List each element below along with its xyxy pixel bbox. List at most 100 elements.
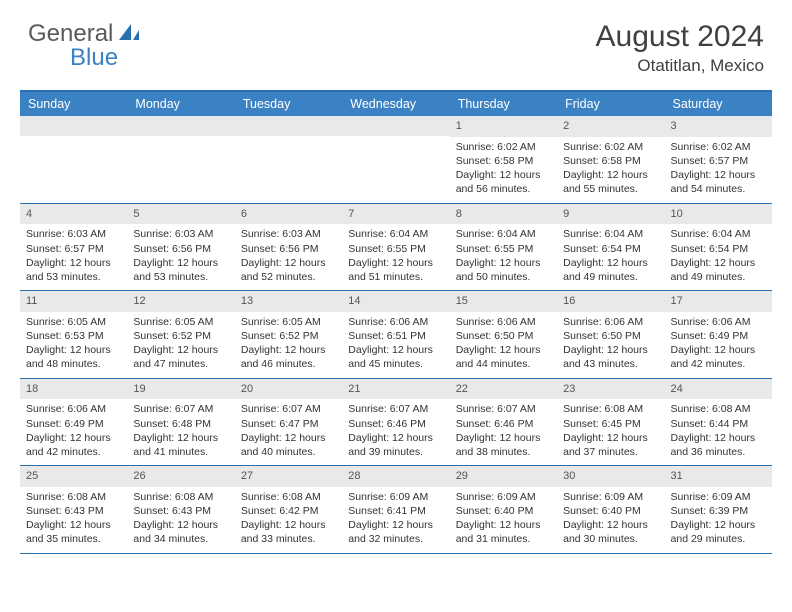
day-number: 12 [127, 291, 234, 312]
daylight-line: Daylight: 12 hours and 31 minutes. [456, 518, 551, 546]
sunrise-line: Sunrise: 6:02 AM [671, 140, 766, 154]
day-number: 18 [20, 379, 127, 400]
empty-day-number [235, 116, 342, 136]
daylight-line: Daylight: 12 hours and 46 minutes. [241, 343, 336, 371]
daylight-line: Daylight: 12 hours and 49 minutes. [671, 256, 766, 284]
daylight-line: Daylight: 12 hours and 53 minutes. [26, 256, 121, 284]
sunset-line: Sunset: 6:52 PM [133, 329, 228, 343]
day-body: Sunrise: 6:07 AMSunset: 6:47 PMDaylight:… [235, 399, 342, 465]
day-number: 8 [450, 204, 557, 225]
weekday-header: Wednesday [342, 92, 449, 116]
weekday-header: Thursday [450, 92, 557, 116]
day-cell: 15Sunrise: 6:06 AMSunset: 6:50 PMDayligh… [450, 291, 557, 378]
day-body: Sunrise: 6:07 AMSunset: 6:48 PMDaylight:… [127, 399, 234, 465]
day-body: Sunrise: 6:06 AMSunset: 6:50 PMDaylight:… [557, 312, 664, 378]
daylight-line: Daylight: 12 hours and 51 minutes. [348, 256, 443, 284]
day-number: 17 [665, 291, 772, 312]
day-cell: 23Sunrise: 6:08 AMSunset: 6:45 PMDayligh… [557, 379, 664, 466]
day-body: Sunrise: 6:08 AMSunset: 6:43 PMDaylight:… [127, 487, 234, 553]
day-cell: 5Sunrise: 6:03 AMSunset: 6:56 PMDaylight… [127, 204, 234, 291]
daylight-line: Daylight: 12 hours and 42 minutes. [26, 431, 121, 459]
sunrise-line: Sunrise: 6:07 AM [241, 402, 336, 416]
day-body: Sunrise: 6:06 AMSunset: 6:50 PMDaylight:… [450, 312, 557, 378]
day-number: 30 [557, 466, 664, 487]
day-cell: 28Sunrise: 6:09 AMSunset: 6:41 PMDayligh… [342, 466, 449, 553]
daylight-line: Daylight: 12 hours and 36 minutes. [671, 431, 766, 459]
day-cell: 21Sunrise: 6:07 AMSunset: 6:46 PMDayligh… [342, 379, 449, 466]
calendar: SundayMondayTuesdayWednesdayThursdayFrid… [20, 90, 772, 554]
sunrise-line: Sunrise: 6:08 AM [26, 490, 121, 504]
sunrise-line: Sunrise: 6:09 AM [348, 490, 443, 504]
sunrise-line: Sunrise: 6:07 AM [456, 402, 551, 416]
day-body: Sunrise: 6:06 AMSunset: 6:51 PMDaylight:… [342, 312, 449, 378]
day-cell: 18Sunrise: 6:06 AMSunset: 6:49 PMDayligh… [20, 379, 127, 466]
daylight-line: Daylight: 12 hours and 35 minutes. [26, 518, 121, 546]
day-body: Sunrise: 6:02 AMSunset: 6:58 PMDaylight:… [450, 137, 557, 203]
day-cell: 27Sunrise: 6:08 AMSunset: 6:42 PMDayligh… [235, 466, 342, 553]
day-body: Sunrise: 6:08 AMSunset: 6:42 PMDaylight:… [235, 487, 342, 553]
header: General Blue August 2024 Otatitlan, Mexi… [0, 0, 792, 84]
sunset-line: Sunset: 6:58 PM [563, 154, 658, 168]
sunrise-line: Sunrise: 6:07 AM [133, 402, 228, 416]
day-body: Sunrise: 6:03 AMSunset: 6:57 PMDaylight:… [20, 224, 127, 290]
day-body: Sunrise: 6:03 AMSunset: 6:56 PMDaylight:… [127, 224, 234, 290]
sunrise-line: Sunrise: 6:04 AM [456, 227, 551, 241]
day-cell: 20Sunrise: 6:07 AMSunset: 6:47 PMDayligh… [235, 379, 342, 466]
day-body: Sunrise: 6:08 AMSunset: 6:43 PMDaylight:… [20, 487, 127, 553]
day-number: 22 [450, 379, 557, 400]
week-row: 11Sunrise: 6:05 AMSunset: 6:53 PMDayligh… [20, 291, 772, 379]
daylight-line: Daylight: 12 hours and 52 minutes. [241, 256, 336, 284]
day-number: 14 [342, 291, 449, 312]
sunrise-line: Sunrise: 6:04 AM [348, 227, 443, 241]
month-title: August 2024 [596, 20, 764, 54]
location: Otatitlan, Mexico [596, 56, 764, 76]
day-cell: 3Sunrise: 6:02 AMSunset: 6:57 PMDaylight… [665, 116, 772, 203]
day-body: Sunrise: 6:07 AMSunset: 6:46 PMDaylight:… [450, 399, 557, 465]
day-cell: 13Sunrise: 6:05 AMSunset: 6:52 PMDayligh… [235, 291, 342, 378]
sunrise-line: Sunrise: 6:06 AM [456, 315, 551, 329]
daylight-line: Daylight: 12 hours and 48 minutes. [26, 343, 121, 371]
sunset-line: Sunset: 6:40 PM [456, 504, 551, 518]
daylight-line: Daylight: 12 hours and 37 minutes. [563, 431, 658, 459]
weekday-header: Sunday [20, 92, 127, 116]
sunrise-line: Sunrise: 6:08 AM [241, 490, 336, 504]
sunset-line: Sunset: 6:44 PM [671, 417, 766, 431]
day-body: Sunrise: 6:08 AMSunset: 6:45 PMDaylight:… [557, 399, 664, 465]
day-body: Sunrise: 6:04 AMSunset: 6:54 PMDaylight:… [665, 224, 772, 290]
sunset-line: Sunset: 6:50 PM [456, 329, 551, 343]
sunset-line: Sunset: 6:58 PM [456, 154, 551, 168]
day-cell: 29Sunrise: 6:09 AMSunset: 6:40 PMDayligh… [450, 466, 557, 553]
week-row: 1Sunrise: 6:02 AMSunset: 6:58 PMDaylight… [20, 116, 772, 204]
day-body: Sunrise: 6:09 AMSunset: 6:41 PMDaylight:… [342, 487, 449, 553]
title-block: August 2024 Otatitlan, Mexico [596, 20, 764, 76]
sunset-line: Sunset: 6:55 PM [348, 242, 443, 256]
day-number: 7 [342, 204, 449, 225]
day-body: Sunrise: 6:05 AMSunset: 6:52 PMDaylight:… [235, 312, 342, 378]
day-number: 11 [20, 291, 127, 312]
day-body: Sunrise: 6:02 AMSunset: 6:57 PMDaylight:… [665, 137, 772, 203]
day-cell: 9Sunrise: 6:04 AMSunset: 6:54 PMDaylight… [557, 204, 664, 291]
day-body: Sunrise: 6:05 AMSunset: 6:52 PMDaylight:… [127, 312, 234, 378]
daylight-line: Daylight: 12 hours and 34 minutes. [133, 518, 228, 546]
day-number: 5 [127, 204, 234, 225]
sunset-line: Sunset: 6:50 PM [563, 329, 658, 343]
daylight-line: Daylight: 12 hours and 49 minutes. [563, 256, 658, 284]
day-body: Sunrise: 6:04 AMSunset: 6:54 PMDaylight:… [557, 224, 664, 290]
daylight-line: Daylight: 12 hours and 33 minutes. [241, 518, 336, 546]
day-number: 29 [450, 466, 557, 487]
weekday-header: Monday [127, 92, 234, 116]
daylight-line: Daylight: 12 hours and 39 minutes. [348, 431, 443, 459]
sunrise-line: Sunrise: 6:06 AM [671, 315, 766, 329]
day-number: 25 [20, 466, 127, 487]
day-number: 20 [235, 379, 342, 400]
sunrise-line: Sunrise: 6:08 AM [563, 402, 658, 416]
day-cell: 4Sunrise: 6:03 AMSunset: 6:57 PMDaylight… [20, 204, 127, 291]
day-body: Sunrise: 6:04 AMSunset: 6:55 PMDaylight:… [450, 224, 557, 290]
empty-day-number [127, 116, 234, 136]
weekday-header: Saturday [665, 92, 772, 116]
sunset-line: Sunset: 6:56 PM [241, 242, 336, 256]
daylight-line: Daylight: 12 hours and 41 minutes. [133, 431, 228, 459]
sunset-line: Sunset: 6:43 PM [133, 504, 228, 518]
weekday-header: Tuesday [235, 92, 342, 116]
logo-text-blue: Blue [70, 44, 118, 72]
